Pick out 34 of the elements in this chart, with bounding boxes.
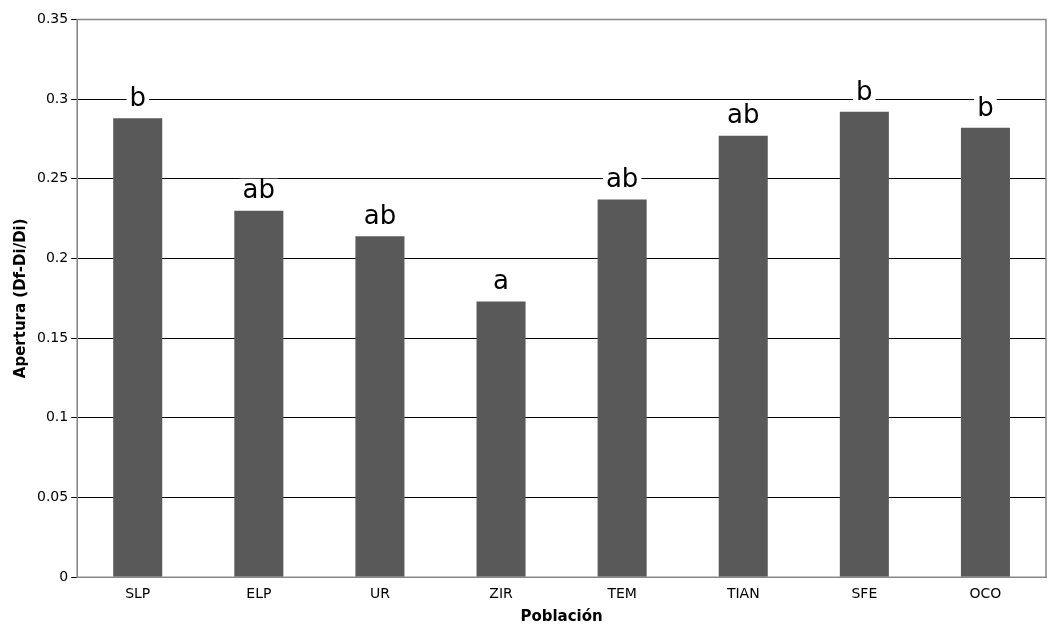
annotation: ab (727, 99, 760, 130)
y-tick-label: 0.1 (45, 408, 69, 425)
bar (355, 236, 405, 577)
x-axis-title: Población (520, 606, 603, 625)
x-tick-label: TEM (606, 585, 637, 602)
y-axis-title: Apertura (Df-Di/Di) (10, 218, 29, 379)
annotation: ab (363, 199, 397, 230)
annotation: ab (605, 163, 639, 194)
x-tick-label: SLP (125, 585, 151, 602)
bar (718, 135, 768, 577)
x-tick-label: ZIR (489, 585, 514, 602)
x-tick-label: TIAN (725, 585, 760, 602)
annotation: b (856, 75, 873, 106)
y-tick-label: 0.35 (37, 10, 69, 27)
bar (113, 118, 163, 577)
x-tick-label: OCO (969, 585, 1002, 602)
bar (960, 127, 1010, 577)
annotation: b (129, 81, 146, 112)
bar (476, 301, 526, 577)
y-tick-label: 0.15 (37, 328, 69, 345)
bar (597, 199, 647, 577)
y-tick-label: 0.25 (37, 169, 69, 186)
y-tick-label: 0.2 (45, 249, 69, 266)
bar (234, 210, 284, 577)
annotation: ab (242, 174, 276, 205)
annotation: b (977, 91, 994, 122)
y-tick-label: 0.3 (45, 89, 69, 106)
annotation: a (493, 265, 509, 296)
y-tick-label: 0 (59, 567, 69, 584)
y-tick-label: 0.05 (37, 488, 69, 505)
x-tick-label: UR (369, 585, 391, 602)
x-tick-label: ELP (246, 585, 272, 602)
bar (839, 111, 889, 577)
x-tick-label: SFE (851, 585, 878, 602)
